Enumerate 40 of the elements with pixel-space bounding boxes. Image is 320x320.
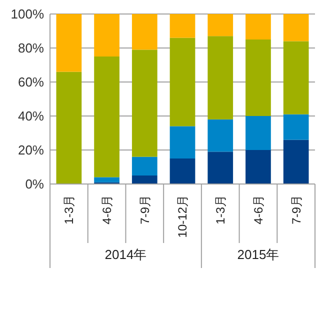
y-tick-label: 40%: [18, 108, 44, 124]
bar: [283, 114, 309, 140]
bar: [56, 14, 82, 72]
bar: [170, 14, 196, 38]
x-tick-label: 7-9月: [289, 195, 304, 224]
bar: [246, 150, 271, 184]
x-tick-label: 7-9月: [138, 195, 152, 224]
x-tick-label: 10-12月: [176, 195, 190, 238]
y-tick-label: 0%: [25, 176, 44, 192]
y-tick-label: 100%: [10, 6, 44, 22]
bar: [208, 14, 234, 36]
bar: [170, 158, 196, 184]
bar: [132, 176, 158, 184]
bar: [208, 119, 234, 152]
bar: [94, 14, 120, 56]
y-tick-label: 80%: [18, 40, 44, 56]
x-tick-label: 1-3月: [62, 195, 76, 224]
bar: [132, 14, 158, 50]
bar: [132, 50, 158, 157]
text: 2014年: [104, 247, 147, 262]
bar: [246, 40, 271, 116]
text: 2015年: [237, 247, 280, 262]
bar: [246, 14, 271, 40]
bar: [94, 56, 120, 178]
y-tick-label: 20%: [18, 142, 44, 158]
bar: [283, 14, 309, 42]
bar: [170, 38, 196, 126]
bar: [56, 72, 82, 184]
x-tick-label: 4-6月: [251, 195, 266, 224]
y-tick-label: 60%: [18, 74, 44, 90]
x-tick-label: 1-3月: [214, 195, 228, 224]
bar: [94, 177, 120, 182]
x-tick-label: 4-6月: [100, 195, 114, 224]
bar: [208, 36, 234, 120]
bar: [132, 156, 158, 176]
bar: [283, 140, 309, 184]
bar: [246, 116, 271, 150]
bar: [208, 152, 234, 184]
bar: [283, 41, 309, 114]
bar: [170, 126, 196, 158]
